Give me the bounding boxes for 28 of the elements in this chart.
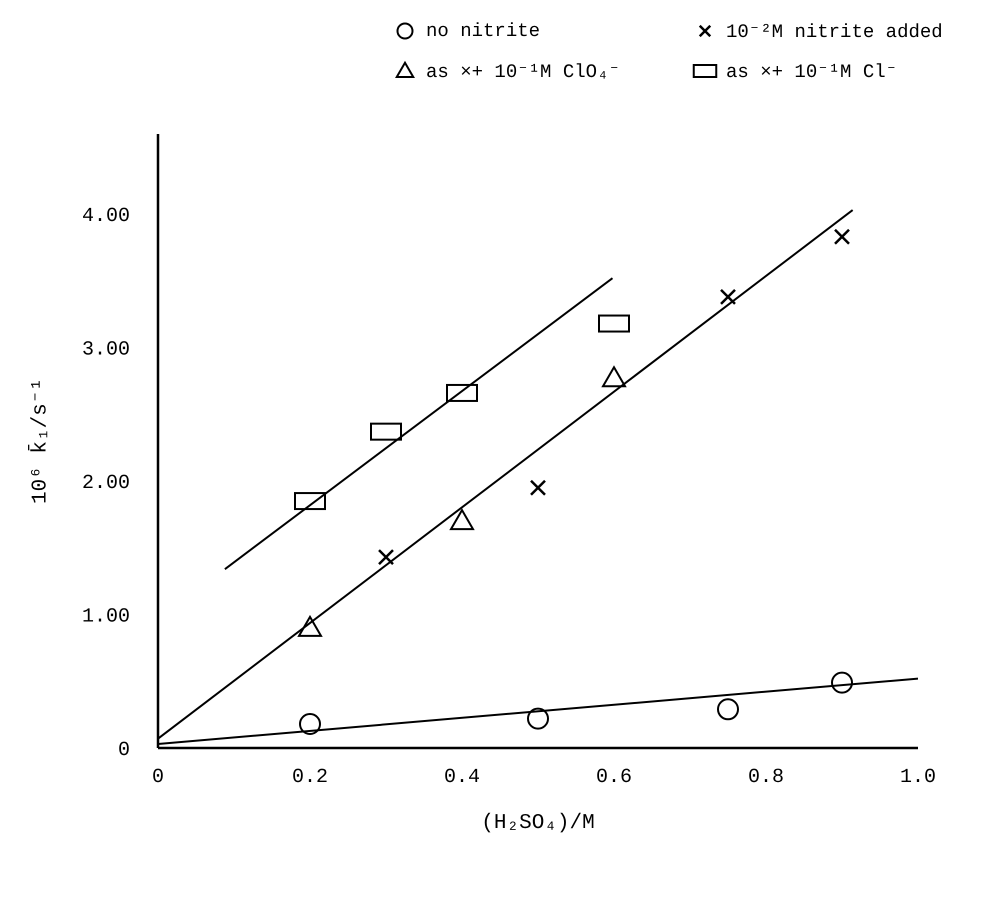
x-axis-title: (H₂SO₄)/M <box>481 812 595 835</box>
x-tick-label: 0.6 <box>596 766 632 790</box>
x-tick-label: 0.8 <box>748 766 784 790</box>
point <box>720 288 736 306</box>
point <box>298 616 322 637</box>
x-tick-label: 0 <box>152 766 164 790</box>
point <box>834 228 850 246</box>
legend-label: as ×+ 10⁻¹M ClO₄⁻ <box>426 60 620 82</box>
legend-label: as ×+ 10⁻¹M Cl⁻ <box>726 60 898 82</box>
y-tick-label: 1.00 <box>82 606 130 629</box>
x-tick-label: 0.2 <box>292 766 328 790</box>
x-tick-label: 1.0 <box>900 766 936 790</box>
point <box>602 366 626 388</box>
y-axis-title: 10⁶ k̄₁/s⁻¹ <box>28 378 52 504</box>
point <box>717 698 739 720</box>
point <box>450 509 474 530</box>
y-tick-label: 2.00 <box>82 472 130 496</box>
legend-label: no nitrite <box>426 20 540 42</box>
y-tick-label: 3.00 <box>82 338 130 362</box>
point <box>831 672 853 694</box>
point <box>299 712 321 735</box>
legend-label: 10⁻²M nitrite added <box>726 20 943 42</box>
point <box>530 479 546 496</box>
point <box>527 708 549 730</box>
y-tick-label: 0 <box>118 739 130 762</box>
point <box>378 548 394 566</box>
y-tick-label: 4.00 <box>82 205 130 228</box>
x-tick-label: 0.4 <box>444 766 480 790</box>
